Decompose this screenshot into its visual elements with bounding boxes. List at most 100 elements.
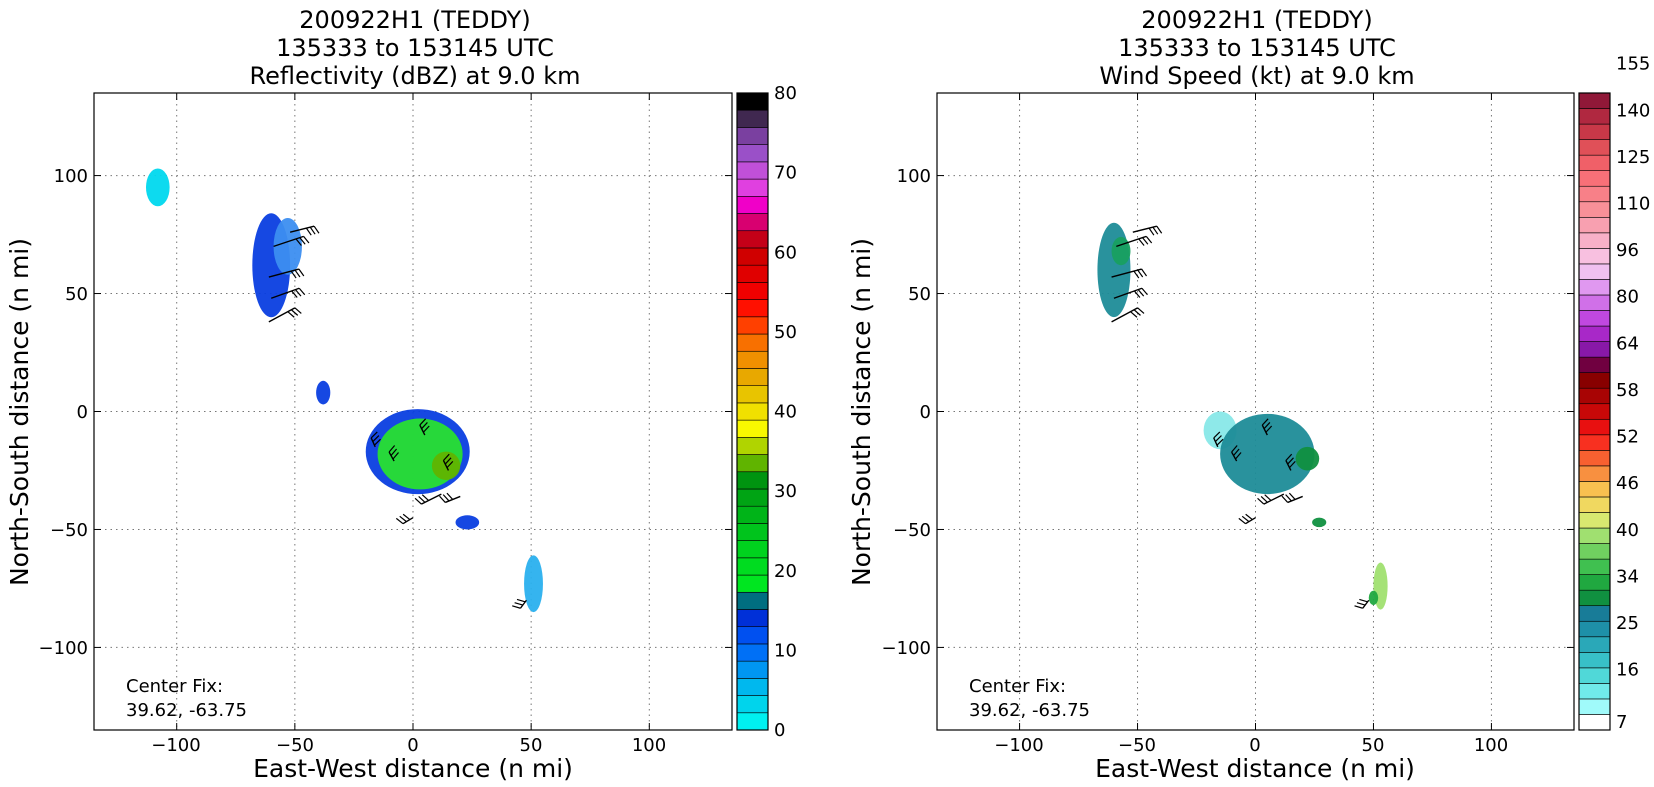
right-colorbar-segment bbox=[1578, 434, 1611, 451]
right-wind-barb-flag bbox=[1138, 238, 1145, 246]
right-colorbar-segment bbox=[1578, 652, 1611, 669]
left-colorbar-segment bbox=[736, 626, 769, 645]
right-grid bbox=[937, 93, 1574, 730]
left-colorbar-segment bbox=[736, 695, 769, 714]
left-wind-barb-flag bbox=[395, 517, 404, 525]
right-wind-barb-flag bbox=[1359, 598, 1368, 603]
left-colorbar-segment bbox=[736, 557, 769, 576]
right-colorbar-segment bbox=[1578, 589, 1611, 607]
right-wind-barb-flag bbox=[1261, 418, 1269, 426]
left-wind-barb-flag bbox=[422, 425, 430, 433]
right-wind-barb bbox=[1245, 517, 1256, 525]
left-colorbar-segment bbox=[736, 591, 769, 610]
right-colorbar-segment bbox=[1578, 123, 1611, 140]
left-wind-barb bbox=[442, 460, 450, 471]
left-wind-barb bbox=[268, 307, 296, 323]
right-wind-barb bbox=[1362, 599, 1370, 609]
right-colorbar-segment bbox=[1578, 496, 1611, 513]
left-wind-barb bbox=[519, 599, 527, 609]
left-colorbar-segment bbox=[736, 299, 769, 318]
right-xtick: −100 bbox=[994, 735, 1043, 756]
right-wind-barb bbox=[1231, 451, 1238, 462]
right-colorbar-segment bbox=[1578, 465, 1611, 482]
right-wind-barb bbox=[1116, 235, 1147, 248]
right-wind-barb-flag bbox=[1231, 445, 1238, 453]
left-center-fix-value: 39.62, -63.75 bbox=[126, 700, 247, 721]
right-colorbar-segment bbox=[1578, 248, 1611, 265]
right-colorbar-tick-label: 16 bbox=[1616, 660, 1639, 681]
right-wind-barb-flag bbox=[1260, 496, 1268, 503]
left-wind-barb bbox=[444, 495, 461, 504]
left-ytick: 50 bbox=[65, 284, 88, 305]
right-colorbar-segment bbox=[1578, 310, 1611, 327]
right-wind-barb-flag bbox=[1152, 226, 1159, 235]
left-wind-barb-flag bbox=[388, 445, 396, 453]
left-title-line-2: 135333 to 153145 UTC bbox=[276, 34, 554, 62]
left-wind-barb-flag bbox=[516, 598, 526, 603]
left-xtick: −50 bbox=[276, 735, 314, 756]
left-colorbar-segment bbox=[736, 643, 769, 662]
right-colorbar-segment bbox=[1578, 714, 1611, 731]
right-colorbar-segment bbox=[1578, 279, 1611, 296]
left-wind-barb-flag bbox=[290, 270, 297, 279]
left-wind-barb-flag bbox=[514, 602, 523, 606]
left-wind-barb-flag bbox=[443, 453, 450, 461]
right-wind-barb-flag bbox=[1233, 448, 1240, 456]
right-wind-barb-flag bbox=[1238, 517, 1246, 525]
left-colorbar bbox=[736, 92, 769, 731]
left-wind-barb-flag bbox=[299, 237, 306, 245]
left-colorbar-tick-label: 40 bbox=[774, 402, 797, 423]
right-echo-region bbox=[1312, 517, 1327, 528]
right-colorbar-segment bbox=[1578, 387, 1611, 405]
left-colorbar-segment bbox=[736, 264, 769, 283]
left-wind-barb bbox=[388, 451, 395, 462]
left-echo-region bbox=[145, 168, 170, 207]
right-colorbar-tick-label: 125 bbox=[1616, 147, 1650, 168]
right-colorbar-segment bbox=[1578, 450, 1611, 467]
right-wind-barb-flag bbox=[1133, 309, 1141, 316]
right-echo-region bbox=[1220, 413, 1315, 495]
right-ytick: 100 bbox=[897, 166, 931, 187]
right-title-line-2: 135333 to 153145 UTC bbox=[1118, 34, 1396, 62]
right-colorbar bbox=[1578, 92, 1611, 731]
right-plot-frame bbox=[936, 92, 1575, 731]
left-wind-barb-flag bbox=[439, 495, 446, 503]
left-colorbar-segment bbox=[736, 92, 769, 111]
left-wind-barb-flag bbox=[446, 492, 454, 500]
left-wind-barbs bbox=[268, 225, 527, 609]
left-wind-barb-flag bbox=[294, 269, 301, 278]
right-colorbar-tick-label: 140 bbox=[1616, 100, 1650, 121]
right-title-line-3: Wind Speed (kt) at 9.0 km bbox=[1099, 62, 1414, 90]
left-colorbar-segment bbox=[736, 523, 769, 541]
left-colorbar-tick-label: 60 bbox=[774, 242, 797, 263]
right-wind-barb bbox=[1132, 225, 1157, 233]
right-wind-barb-flag bbox=[1265, 425, 1273, 433]
left-colorbar-segment bbox=[736, 678, 769, 696]
right-colorbar-tick-label: 46 bbox=[1616, 473, 1639, 494]
right-colorbar-segment bbox=[1578, 294, 1611, 311]
right-wind-barb-flag bbox=[1137, 289, 1145, 297]
left-x-axis-label: East-West distance (n mi) bbox=[253, 754, 573, 783]
right-colorbar-segment bbox=[1578, 543, 1611, 560]
right-echo-region bbox=[1097, 222, 1131, 318]
left-colorbar-tick-label: 20 bbox=[774, 561, 797, 582]
right-colorbar-tick-label: 110 bbox=[1616, 194, 1650, 215]
right-center-fix-label: Center Fix: bbox=[969, 676, 1066, 697]
left-colorbar-segment bbox=[736, 368, 769, 386]
right-colorbar-tick-label: 52 bbox=[1616, 427, 1639, 448]
left-colorbar-segment bbox=[736, 333, 769, 352]
right-xtick: 50 bbox=[1362, 735, 1385, 756]
right-colorbar-tick-label: 80 bbox=[1616, 287, 1639, 308]
right-colorbar-tick-label: 64 bbox=[1616, 333, 1639, 354]
left-colorbar-segment bbox=[736, 127, 769, 145]
right-colorbar-segment bbox=[1578, 418, 1611, 436]
right-echo-region bbox=[1368, 590, 1379, 605]
left-xtick: 100 bbox=[632, 735, 666, 756]
right-echo-region bbox=[1295, 446, 1320, 471]
left-colorbar-segment bbox=[736, 282, 769, 300]
right-colorbar-segment bbox=[1578, 216, 1611, 234]
left-wind-barb-flag bbox=[298, 287, 306, 296]
right-colorbar-segment bbox=[1578, 403, 1611, 420]
right-wind-barb-flag bbox=[1213, 431, 1221, 439]
